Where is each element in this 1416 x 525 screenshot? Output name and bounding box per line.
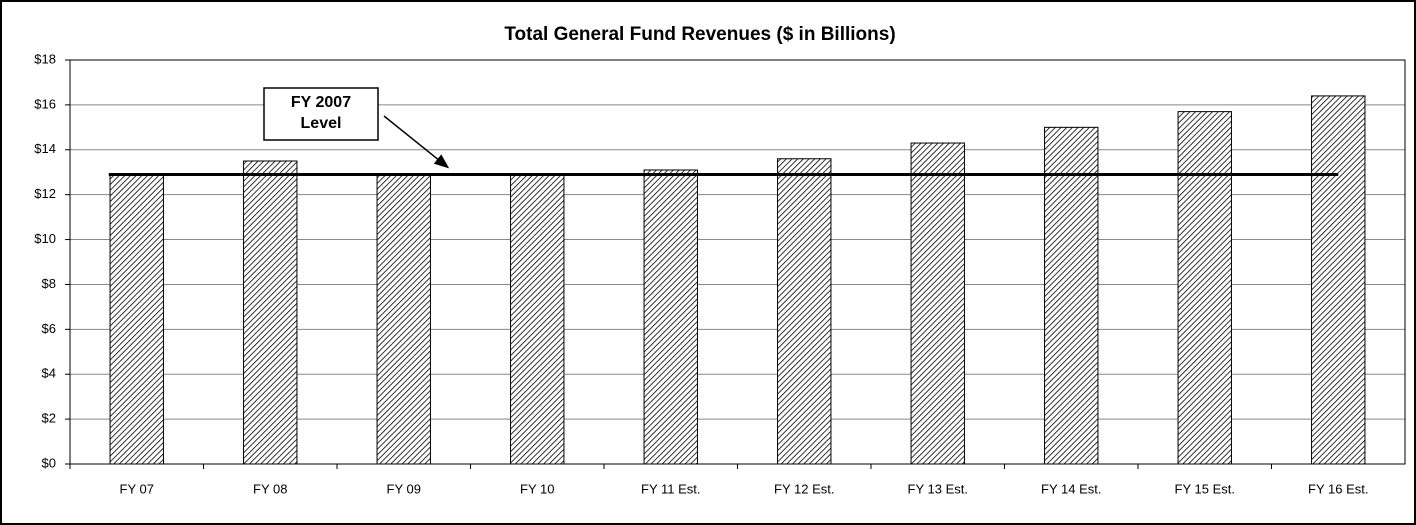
y-tick-label: $4 — [42, 366, 56, 381]
bar — [910, 142, 965, 465]
y-tick-label: $0 — [42, 455, 56, 470]
x-tick-label: FY 15 Est. — [1175, 481, 1235, 496]
x-tick-label: FY 07 — [120, 481, 154, 496]
bar — [243, 160, 298, 465]
y-tick-label: $16 — [34, 96, 56, 111]
y-tick-label: $6 — [42, 321, 56, 336]
x-tick-label: FY 09 — [387, 481, 421, 496]
x-tick-label: FY 08 — [253, 481, 287, 496]
y-tick-label: $8 — [42, 276, 56, 291]
bar — [109, 173, 164, 465]
y-tick-label: $12 — [34, 186, 56, 201]
x-tick-label: FY 16 Est. — [1308, 481, 1368, 496]
y-tick-label: $18 — [34, 51, 56, 66]
x-tick-label: FY 13 Est. — [908, 481, 968, 496]
chart-title: Total General Fund Revenues ($ in Billio… — [504, 24, 895, 45]
bar — [376, 173, 431, 465]
bar — [777, 158, 832, 465]
bar — [643, 169, 698, 465]
bar — [1044, 126, 1099, 465]
x-tick-label: FY 10 — [520, 481, 554, 496]
y-tick-label: $14 — [34, 141, 56, 156]
bar — [1177, 111, 1232, 465]
x-tick-label: FY 12 Est. — [774, 481, 834, 496]
bar — [1311, 95, 1366, 465]
x-tick-label: FY 14 Est. — [1041, 481, 1101, 496]
annotation-text: Level — [301, 115, 342, 132]
annotation-arrow — [383, 115, 450, 169]
y-tick-label: $2 — [42, 411, 56, 426]
annotation-box — [263, 87, 379, 141]
bar — [510, 173, 565, 465]
y-tick-label: $10 — [34, 231, 56, 246]
annotation-text: FY 2007 — [291, 94, 351, 111]
x-tick-label: FY 11 Est. — [641, 481, 701, 496]
